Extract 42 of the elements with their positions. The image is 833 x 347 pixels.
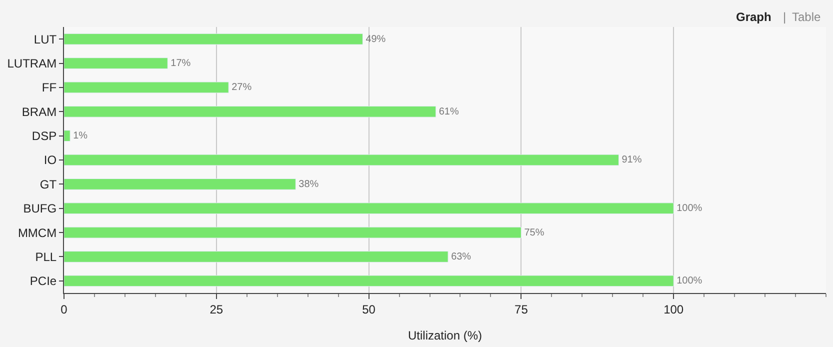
data-label: 63% [451, 251, 472, 262]
data-label: 27% [232, 82, 252, 94]
data-label: 1% [73, 130, 88, 142]
text: Table [792, 10, 822, 24]
text: Graph [736, 10, 772, 24]
bar [64, 251, 448, 262]
data-label: 61% [438, 106, 459, 118]
x-tick-label: 100 [664, 302, 684, 316]
y-tick-label: IO [44, 153, 57, 168]
y-tick-label: MMCM [18, 226, 57, 240]
bar [64, 33, 363, 45]
bar [64, 226, 522, 238]
y-tick-label: LUTRAM [7, 56, 57, 70]
bar [64, 130, 70, 142]
y-tick-label: PCIe [30, 274, 57, 288]
x-axis-title: Utilization (%) [408, 328, 482, 342]
data-label: 91% [622, 154, 642, 166]
y-tick-label: LUT [34, 32, 58, 46]
data-label: 49% [366, 34, 386, 45]
bar [64, 106, 436, 118]
x-tick-label: 75 [514, 302, 528, 316]
bar [64, 58, 168, 69]
bar [64, 154, 619, 166]
bar [64, 275, 674, 287]
y-tick-label: BRAM [22, 104, 57, 119]
x-tick-label: 50 [362, 302, 376, 316]
y-tick-label: DSP [32, 129, 57, 144]
y-tick-label: PLL [35, 250, 57, 264]
bar [64, 178, 296, 190]
x-tick-label: 25 [210, 302, 224, 316]
data-label: 75% [524, 227, 544, 238]
data-label: 17% [170, 58, 191, 69]
x-tick-label: 0 [60, 302, 68, 316]
y-tick-label: BUFG [23, 202, 57, 216]
data-label: 100% [676, 276, 702, 287]
bar [64, 202, 674, 214]
y-tick-label: FF [42, 80, 57, 95]
data-label: 38% [298, 178, 319, 190]
data-label: 100% [676, 203, 702, 214]
bar [64, 82, 229, 94]
y-tick-label: GT [40, 177, 58, 192]
text: | [783, 10, 786, 24]
